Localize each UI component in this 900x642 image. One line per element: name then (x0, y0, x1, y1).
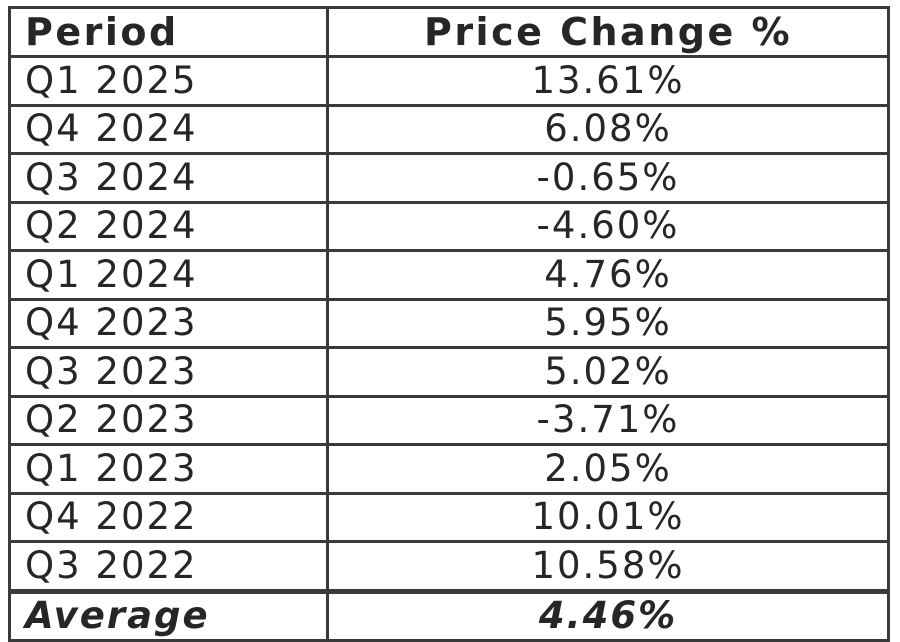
price-change-cell: 5.95% (326, 297, 890, 349)
table-body: Q1 2025 13.61% Q4 2024 6.08% Q3 2024 -0.65% Q2… (8, 55, 890, 593)
table-row: Q4 2024 6.08% (8, 103, 890, 155)
table-footer: Average 4.46% (8, 588, 890, 642)
period-cell: Q3 2022 (8, 540, 329, 593)
period-cell: Q4 2022 (8, 491, 329, 543)
period-cell: Q1 2024 (8, 249, 329, 301)
price-change-cell: 4.76% (326, 249, 890, 301)
table-header: Period Price Change % (8, 6, 890, 58)
table-row: Q3 2024 -0.65% (8, 152, 890, 204)
column-header-period: Period (8, 6, 329, 58)
period-cell: Q4 2023 (8, 297, 329, 349)
price-change-cell: 2.05% (326, 443, 890, 495)
period-cell: Q3 2024 (8, 152, 329, 204)
period-cell: Q4 2024 (8, 103, 329, 155)
price-change-cell: 10.58% (326, 540, 890, 593)
average-value: 4.46% (326, 588, 890, 642)
average-label: Average (8, 588, 329, 642)
table-row: Q1 2023 2.05% (8, 443, 890, 495)
price-change-cell: -0.65% (326, 152, 890, 204)
price-change-cell: 13.61% (326, 55, 890, 107)
header-row: Period Price Change % (8, 6, 890, 58)
period-cell: Q1 2023 (8, 443, 329, 495)
period-cell: Q2 2023 (8, 394, 329, 446)
table-row: Q4 2022 10.01% (8, 491, 890, 543)
average-row: Average 4.46% (8, 588, 890, 642)
period-cell: Q2 2024 (8, 200, 329, 252)
period-cell: Q1 2025 (8, 55, 329, 107)
price-change-table-container: Period Price Change % Q1 2025 13.61% Q4 20… (8, 6, 890, 642)
price-change-cell: -3.71% (326, 394, 890, 446)
price-change-cell: -4.60% (326, 200, 890, 252)
table-row: Q1 2025 13.61% (8, 55, 890, 107)
table-row: Q2 2024 -4.60% (8, 200, 890, 252)
price-change-cell: 5.02% (326, 346, 890, 398)
column-header-price-change: Price Change % (326, 6, 890, 58)
table-row: Q4 2023 5.95% (8, 297, 890, 349)
period-cell: Q3 2023 (8, 346, 329, 398)
table-row: Q2 2023 -3.71% (8, 394, 890, 446)
price-change-cell: 6.08% (326, 103, 890, 155)
table-row: Q3 2022 10.58% (8, 540, 890, 593)
price-change-table: Period Price Change % Q1 2025 13.61% Q4 20… (8, 6, 890, 642)
table-row: Q1 2024 4.76% (8, 249, 890, 301)
price-change-cell: 10.01% (326, 491, 890, 543)
table-row: Q3 2023 5.02% (8, 346, 890, 398)
